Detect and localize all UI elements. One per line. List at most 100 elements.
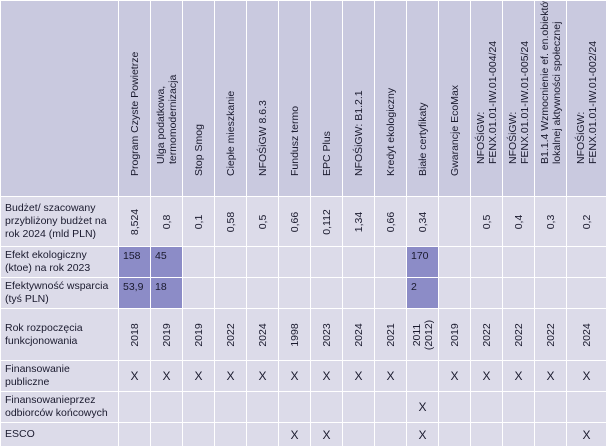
program-header-wrap: NFOŚiGW: B1.2.1 [343,1,374,196]
program-header-15: NFOŚiGW:FENX.01.01-IW.01-002/24 [567,1,606,197]
cell-value: 0,5 [481,214,493,229]
cell: X [471,361,503,392]
program-name: NFOŚiGW 8.6.3 [257,100,269,176]
cell [535,278,567,309]
cell: 0,66 [279,197,311,247]
program-name: NFOŚiGW:FENX.01.01-IW.01-005/24 [507,41,531,164]
cell-value: 0,34 [417,211,429,231]
cell-value-line: 2024 [581,323,593,346]
cell: 2018 [119,309,151,361]
highlight-cell: 53,9 [119,278,151,309]
cell [343,423,375,447]
row-budget: Budżet/ szacowany przybliżony budżet na … [1,197,606,247]
cell-value: 0,5 [257,214,269,229]
program-name-line: FENX.01.01-IW.01-004/24 [487,41,499,164]
program-name: Stop Smog [193,124,205,176]
program-name-line: NFOŚiGW: B1.2.1 [353,90,365,176]
program-header-3: Stop Smog [183,1,215,197]
cell-value: 2024 [257,323,269,346]
program-header-wrap: EPC Plus [311,1,342,196]
cell: X [119,361,151,392]
cell-value: 0,2 [581,214,593,229]
cell-value-line: 2019 [449,323,461,346]
cell-value-line: 2019 [193,323,205,346]
cell: X [439,361,471,392]
cell-value: 2022 [545,323,557,346]
program-name-line: Białe certyfikaty [417,102,429,176]
cell-value: 2024 [353,323,365,346]
cell-value-line: 2018 [129,323,141,346]
cell: 2023 [311,309,343,361]
cell [439,247,471,278]
cell-value-line: 2023 [321,323,333,346]
cell [503,247,535,278]
cell: 0,8 [151,197,183,247]
cell: X [183,361,215,392]
cell [183,247,215,278]
cell [343,278,375,309]
cell [215,247,247,278]
cell-value: 2022 [513,323,525,346]
program-header-4: Ciepłe mieszkanie [215,1,247,197]
cell [375,392,407,423]
cell: 2019 [439,309,471,361]
cell [503,278,535,309]
program-header-wrap: NFOŚiGW:FENX.01.01-IW.01-004/24 [471,1,502,196]
program-header-7: EPC Plus [311,1,343,197]
row-label: Finansowanie publiczne [1,361,119,392]
cell: 2011(2012) [407,309,439,361]
cell [471,278,503,309]
cell [407,361,439,392]
cell: X [279,423,311,447]
cell: X [247,361,279,392]
program-name-line: Gwarancje EcoMax [449,85,461,176]
program-header-10: Białe certyfikaty [407,1,439,197]
cell-value: 2019 [193,323,205,346]
cell [343,247,375,278]
cell [439,278,471,309]
cell [215,278,247,309]
program-header-wrap: NFOŚiGW 8.6.3 [247,1,278,196]
program-header-wrap: Stop Smog [183,1,214,196]
cell-value-line: 2024 [353,323,365,346]
program-header-12: NFOŚiGW:FENX.01.01-IW.01-004/24 [471,1,503,197]
cell [375,423,407,447]
row-start-year: Rok rozpoczęcia funkcjonowania 2018 2019 20… [1,309,606,361]
cell [375,247,407,278]
cell: X [375,361,407,392]
cell [535,247,567,278]
cell: X [503,361,535,392]
cell-value: 0,8 [161,214,173,229]
program-name-line: NFOŚiGW: [475,41,487,164]
program-name-line: B1.1.4 Wzmocnienie ef. en.obiektów [539,1,551,164]
cell: 0,1 [183,197,215,247]
program-name: NFOŚiGW: B1.2.1 [353,90,365,176]
program-header-wrap: Kredyt ekologiczny [375,1,406,196]
cell [567,392,606,423]
highlight-cell: 170 [407,247,439,278]
cell: X [407,423,439,447]
cell [183,392,215,423]
cell [183,423,215,447]
cell: X [535,361,567,392]
row-label: Efektywność wsparcia (tyś PLN) [1,278,119,309]
cell: 0,2 [567,197,606,247]
program-name: Kredyt ekologiczny [385,88,397,176]
cell [311,392,343,423]
cell [151,423,183,447]
cell-value: 0,66 [385,211,397,231]
cell: 2024 [567,309,606,361]
cell: 0,112 [311,197,343,247]
row-label: Rok rozpoczęcia funkcjonowania [1,309,119,361]
program-header-5: NFOŚiGW 8.6.3 [247,1,279,197]
cell-value: 2024 [581,323,593,346]
program-name: Białe certyfikaty [417,102,429,176]
program-name-line: Ulga podatkowa, [155,75,167,164]
cell-value-line: (2012) [423,319,435,349]
cell-value: 0,58 [225,211,237,231]
program-name: Ciepłe mieszkanie [225,91,237,176]
row-label: Efekt ekologiczny (ktoe) na rok 2023 [1,247,119,278]
program-name-line: lokalnej aktywności społecznej [551,1,563,164]
